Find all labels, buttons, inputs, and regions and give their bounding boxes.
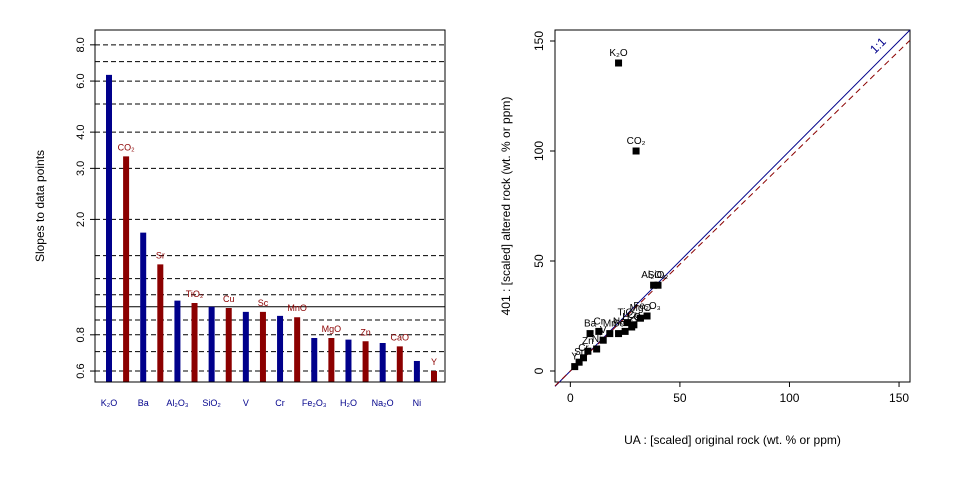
point-label: MgO	[630, 303, 652, 314]
point-tio2	[623, 319, 631, 327]
point-label: Ni	[592, 334, 601, 345]
point-label: Sc	[613, 319, 625, 330]
bar-top-label: TiO₂	[186, 289, 204, 299]
point-v	[599, 336, 607, 344]
scatter-points	[571, 59, 662, 371]
x-tick-label: H₂O	[340, 398, 357, 408]
y-tick-label: 8.0	[75, 37, 87, 52]
x-tick-label: K₂O	[101, 398, 118, 408]
y-tick-label: 6.0	[75, 73, 87, 88]
point-label: Fe₂O₃	[633, 301, 660, 312]
point-ni	[593, 345, 601, 353]
point-cr	[595, 327, 603, 335]
x-tick-label: Ba	[138, 398, 149, 408]
bar-series	[106, 74, 437, 382]
x-axis-title: UA : [scaled] original rock (wt. % or pp…	[624, 433, 841, 447]
point-al2o3	[650, 281, 658, 289]
point-label: Zn	[582, 336, 594, 347]
point-mgo	[636, 314, 644, 322]
point-sio2	[654, 281, 662, 289]
bar-top-label: CO₂	[118, 142, 136, 152]
point-label: Y	[571, 352, 578, 363]
y-axis: 0 50 100 150	[532, 31, 555, 374]
y-tick-label: 3.0	[75, 161, 87, 176]
y-tick-label: 0.8	[75, 327, 87, 342]
x-tick-label: 50	[673, 391, 687, 405]
bar-top-label: Y	[431, 357, 437, 367]
point-fe2o3	[643, 312, 651, 320]
x-tick-label: V	[243, 398, 249, 408]
point-label: V	[600, 325, 607, 336]
y-tick-label: 4.0	[75, 124, 87, 139]
y-axis-title: 401 : [scaled] altered rock (wt. % or pp…	[499, 97, 513, 316]
point-co2	[632, 147, 640, 155]
y-tick-label: 0.6	[75, 363, 87, 378]
point-ba	[586, 330, 594, 338]
point-mn	[606, 330, 614, 338]
x-tick-label: Al₂O₃	[166, 398, 188, 408]
bar-top-label: Cu	[223, 294, 235, 304]
identity-line	[554, 29, 911, 387]
bar-top-label: Sc	[258, 298, 269, 308]
fit-line	[554, 39, 911, 387]
bar-top-label: Zn	[360, 327, 371, 337]
bar-top-labels: CO₂ Sr TiO₂ Cu Sc MnO MgO Zn CaO Y	[118, 142, 437, 367]
point-label: Sr	[574, 347, 585, 358]
x-tick-label: 0	[567, 391, 574, 405]
point-label: Al₂O₃	[641, 270, 666, 281]
bar-top-label: MnO	[287, 303, 307, 313]
plot-frame	[554, 29, 911, 383]
isocon-scatter-panel: 1:1 K₂OCO₂Al₂O₃SiO₂Fe₂O₃MgOTiO₂CuH₂ONa₂O…	[499, 29, 911, 447]
y-tick-label: 150	[532, 31, 546, 51]
point-label: SiO₂	[648, 270, 669, 281]
x-tick-label: Ni	[413, 398, 422, 408]
y-tick-label: 0	[532, 367, 546, 374]
point-label: CO₂	[627, 136, 646, 147]
point-sr	[575, 358, 583, 366]
point-na2o	[621, 327, 629, 335]
point-label: Cr	[594, 316, 605, 327]
x-tick-label: Fe₂O₃	[302, 398, 327, 408]
y-axis: 0.6 0.8 2.0 3.0 4.0 6.0 8.0	[75, 37, 95, 379]
x-tick-label: SiO₂	[202, 398, 221, 408]
slopes-bar-panel: CO₂ Sr TiO₂ Cu Sc MnO MgO Zn CaO Y 0.6 0.8 2.0 3.0 4.…	[33, 29, 446, 408]
x-axis-labels: K₂O Ba Al₂O₃ SiO₂ V Cr Fe₂O₃ H₂O Na₂O Ni	[101, 398, 421, 408]
point-label: Na₂O	[613, 316, 638, 327]
x-axis: 0 50 100 150	[567, 382, 909, 405]
bar-top-label: Sr	[156, 250, 165, 260]
point-label: K₂O	[609, 48, 628, 59]
x-tick-label: 100	[779, 391, 799, 405]
y-tick-label: 100	[532, 141, 546, 161]
point-zn	[584, 347, 592, 355]
x-tick-label: Cr	[275, 398, 285, 408]
y-tick-label: 50	[532, 254, 546, 268]
point-label: Cu	[627, 310, 640, 321]
x-tick-label: Na₂O	[372, 398, 394, 408]
point-sc	[615, 330, 623, 338]
point-cr	[579, 354, 587, 362]
point-label: Mn	[603, 319, 617, 330]
plot-frame	[94, 29, 446, 383]
y-tick-label: 2.0	[75, 212, 87, 227]
dashed-gridlines	[95, 44, 445, 372]
point-label: TiO₂	[618, 308, 638, 319]
bar-top-label: CaO	[391, 332, 410, 342]
point-h2o	[628, 323, 636, 331]
bar-top-label: MgO	[322, 324, 342, 334]
point-k2o	[615, 59, 623, 67]
x-tick-label: 150	[889, 391, 909, 405]
y-axis-title: Slopes to data points	[33, 150, 47, 262]
point-y	[571, 363, 579, 371]
point-label: H₂O	[622, 312, 641, 323]
point-label: Cr	[578, 343, 589, 354]
point-label: Ba	[584, 319, 597, 330]
